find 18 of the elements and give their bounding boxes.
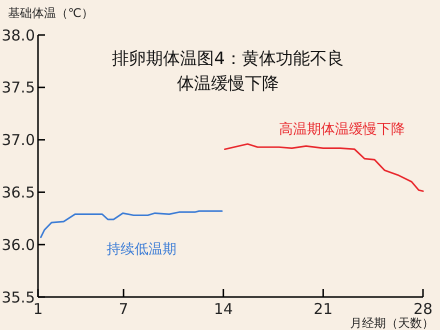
x-tick-label: 1	[33, 300, 43, 318]
y-tick-label: 35.5	[2, 288, 35, 306]
y-axis-title: 基础体温（℃）	[8, 6, 94, 20]
y-tick-label: 37.0	[2, 131, 35, 150]
y-tick-label: 38.0	[2, 26, 35, 44]
text: 排卵期体温图4：黄体功能不良体温缓慢下降	[112, 49, 344, 94]
line-series	[224, 143, 424, 192]
x-tick-label: 14	[214, 300, 233, 318]
x-tick-label: 28	[413, 300, 433, 318]
x-tick-label: 21	[314, 300, 333, 318]
series-label: 高温期体温缓慢下降	[278, 122, 405, 138]
y-tick-label: 36.0	[2, 236, 35, 254]
line-series	[40, 210, 223, 238]
y-tick-label: 36.5	[2, 183, 35, 202]
x-axis-title: 月经期（天数）	[350, 316, 434, 330]
x-tick-label: 7	[118, 300, 128, 318]
series-label: 持续低温期	[106, 241, 176, 258]
y-tick-label: 37.5	[2, 78, 35, 97]
